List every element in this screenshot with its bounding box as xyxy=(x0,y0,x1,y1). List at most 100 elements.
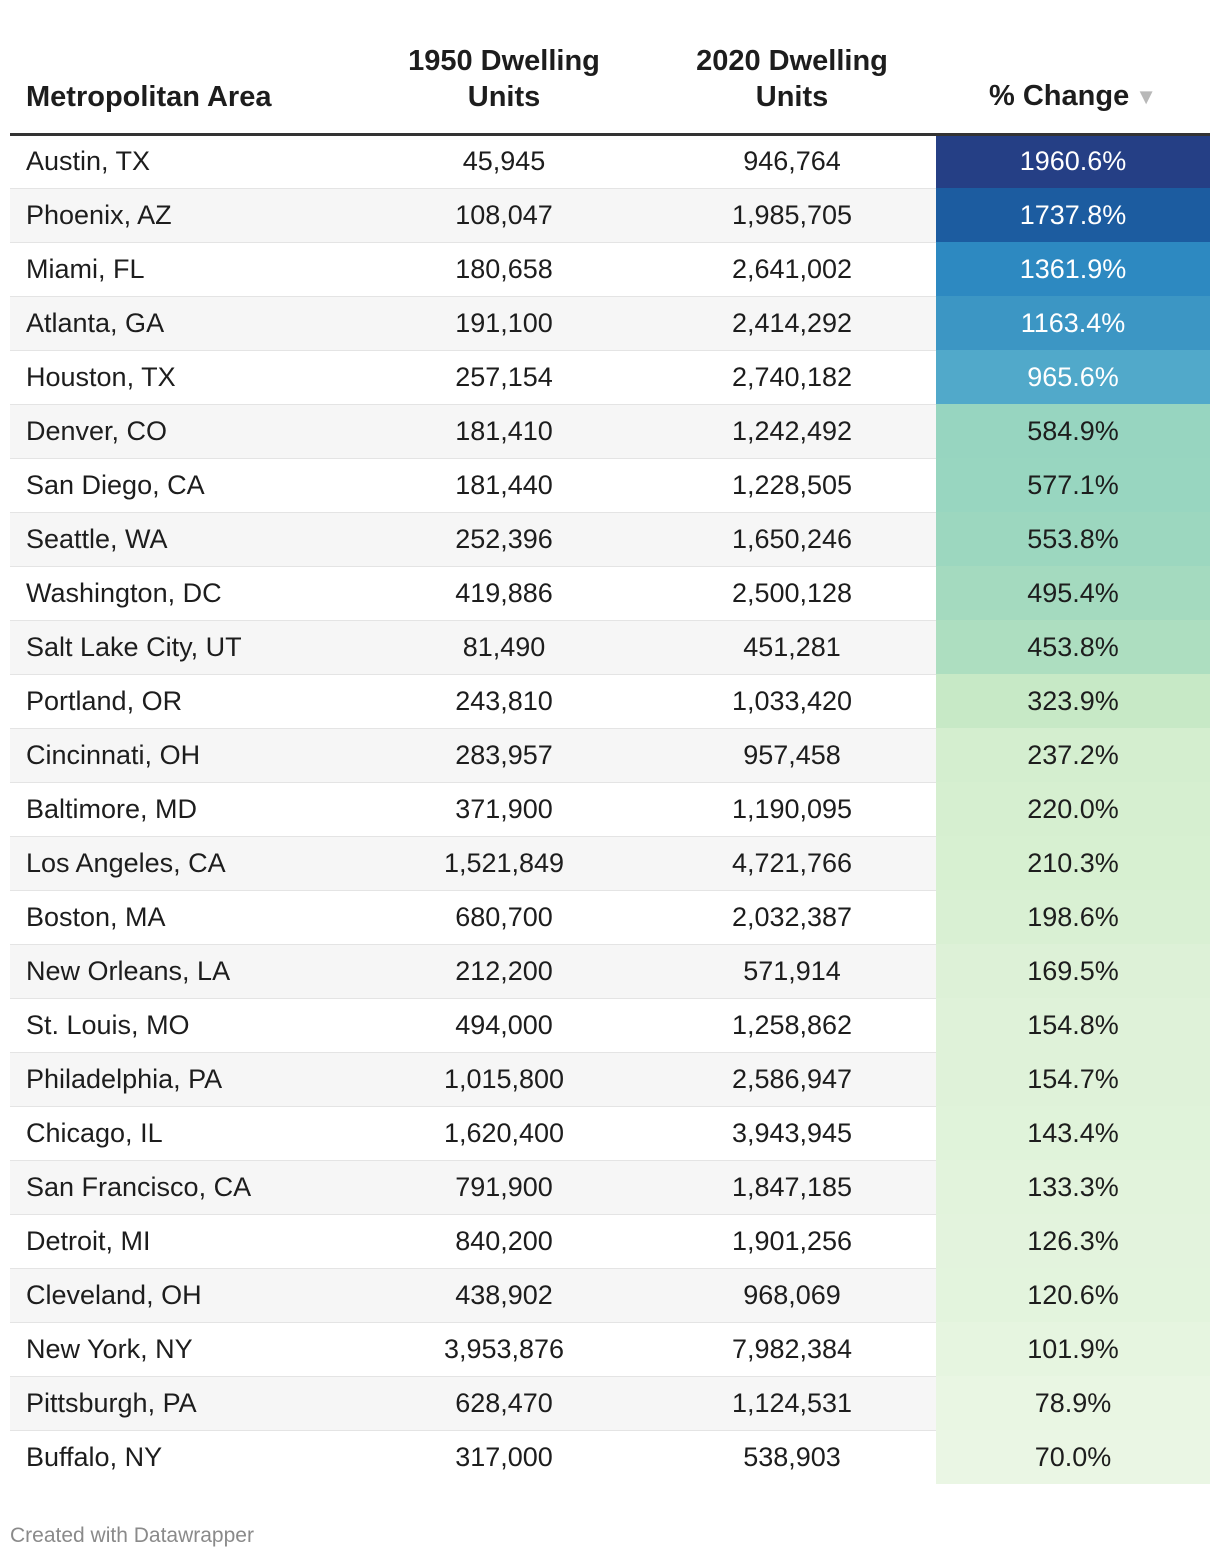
sort-descending-icon[interactable]: ▼ xyxy=(1135,83,1157,109)
cell-percent-change: 78.9% xyxy=(936,1376,1210,1430)
cell-percent-change: 1737.8% xyxy=(936,188,1210,242)
cell-metropolitan-area: Los Angeles, CA xyxy=(10,836,360,891)
cell-metropolitan-area: Cincinnati, OH xyxy=(10,728,360,783)
cell-percent-change: 198.6% xyxy=(936,890,1210,944)
cell-1950-units: 3,953,876 xyxy=(360,1322,648,1377)
cell-2020-units: 968,069 xyxy=(648,1268,936,1323)
cell-2020-units: 2,414,292 xyxy=(648,296,936,351)
cell-metropolitan-area: Austin, TX xyxy=(10,134,360,189)
header-percent-change[interactable]: % Change ▼ xyxy=(936,0,1210,136)
cell-percent-change: 453.8% xyxy=(936,620,1210,674)
table-row: Cincinnati, OH 283,957 957,458 237.2% xyxy=(10,728,1210,783)
cell-metropolitan-area: Buffalo, NY xyxy=(26,1441,163,1472)
table-row: New Orleans, LA 212,200 571,914 169.5% xyxy=(10,944,1210,999)
table-row: Philadelphia, PA 1,015,800 2,586,947 154.7% xyxy=(10,1052,1210,1107)
cell-percent-change: 577.1% xyxy=(936,458,1210,512)
cell-2020-units: 2,586,947 xyxy=(648,1052,936,1107)
cell-1950-units: 191,100 xyxy=(360,296,648,351)
cell-metropolitan-area: Cleveland, OH xyxy=(10,1268,360,1323)
header-1950-label-line2: Units xyxy=(467,80,541,113)
cell-1950-units: 181,410 xyxy=(360,404,648,459)
cell-2020-units: 4,721,766 xyxy=(648,836,936,891)
cell-percent-change: 70.0% xyxy=(936,1430,1210,1484)
cell-metropolitan-area: Salt Lake City, UT xyxy=(10,620,360,675)
cell-1950-units: 840,200 xyxy=(360,1214,648,1269)
cell-2020-units: 1,242,492 xyxy=(648,404,936,459)
table-row: New York, NY 3,953,876 7,982,384 101.9% xyxy=(10,1322,1210,1377)
table-row: Salt Lake City, UT 81,490 451,281 453.8% xyxy=(10,620,1210,675)
cell-2020-units: 1,258,862 xyxy=(648,998,936,1053)
cell-2020-units: 1,228,505 xyxy=(648,458,936,513)
cell-metropolitan-area: Miami, FL xyxy=(10,242,360,297)
cell-metropolitan-area: Washington, DC xyxy=(10,566,360,621)
cell-metropolitan-area: Portland, OR xyxy=(10,674,360,729)
data-table: Metropolitan Area 1950 Dwelling Units 20… xyxy=(10,0,1210,1484)
table-row: Los Angeles, CA 1,521,849 4,721,766 210.3% xyxy=(10,836,1210,891)
table-row: Portland, OR 243,810 1,033,420 323.9% xyxy=(10,674,1210,729)
cell-2020-units: 1,124,531 xyxy=(648,1376,936,1431)
data-table-container: Metropolitan Area 1950 Dwelling Units 20… xyxy=(10,0,1210,1484)
table-row: Phoenix, AZ 108,047 1,985,705 1737.8% xyxy=(10,188,1210,243)
table-row: Austin, TX 45,945 946,764 1960.6% xyxy=(10,134,1210,189)
cell-1950-units: 283,957 xyxy=(360,728,648,783)
cell-metropolitan-area: Atlanta, GA xyxy=(10,296,360,351)
cell-metropolitan-area: San Francisco, CA xyxy=(10,1160,360,1215)
header-area-label: Metropolitan Area xyxy=(26,80,272,113)
cell-percent-change: 237.2% xyxy=(936,728,1210,782)
cell-metropolitan-area: Phoenix, AZ xyxy=(10,188,360,243)
cell-metropolitan-area: Houston, TX xyxy=(10,350,360,405)
cell-percent-change: 584.9% xyxy=(936,404,1210,458)
cell-percent-change: 120.6% xyxy=(936,1268,1210,1322)
header-2020-dwelling-units[interactable]: 2020 Dwelling Units xyxy=(648,0,936,136)
cell-percent-change: 101.9% xyxy=(936,1322,1210,1376)
cell-percent-change: 210.3% xyxy=(936,836,1210,890)
cell-2020-units: 2,032,387 xyxy=(648,890,936,945)
cell-percent-change: 323.9% xyxy=(936,674,1210,728)
table-row: Detroit, MI 840,200 1,901,256 126.3% xyxy=(10,1214,1210,1269)
table-row: Washington, DC 419,886 2,500,128 495.4% xyxy=(10,566,1210,621)
cell-percent-change: 154.8% xyxy=(936,998,1210,1052)
cell-1950-units: 1,521,849 xyxy=(360,836,648,891)
cell-2020-units: 571,914 xyxy=(648,944,936,999)
table-row: Houston, TX 257,154 2,740,182 965.6% xyxy=(10,350,1210,405)
cell-1950-units: 257,154 xyxy=(360,350,648,405)
header-1950-label-line1: 1950 Dwelling xyxy=(408,44,600,77)
cell-percent-change: 154.7% xyxy=(936,1052,1210,1106)
cell-percent-change: 220.0% xyxy=(936,782,1210,836)
cell-2020-units: 1,985,705 xyxy=(648,188,936,243)
cell-2020-units: 3,943,945 xyxy=(648,1106,936,1161)
cell-percent-change: 495.4% xyxy=(936,566,1210,620)
cell-percent-change: 1163.4% xyxy=(936,296,1210,350)
cell-2020-units: 1,190,095 xyxy=(648,782,936,837)
cell-metropolitan-area: St. Louis, MO xyxy=(10,998,360,1053)
header-change-label: % Change xyxy=(989,79,1130,112)
cell-metropolitan-area: Pittsburgh, PA xyxy=(10,1376,360,1431)
cell-percent-change: 1960.6% xyxy=(936,134,1210,188)
table-row: Buffalo, NY 317,000 538,903 70.0% xyxy=(10,1430,1210,1484)
table-row: Atlanta, GA 191,100 2,414,292 1163.4% xyxy=(10,296,1210,351)
table-row: Pittsburgh, PA 628,470 1,124,531 78.9% xyxy=(10,1376,1210,1431)
cell-1950-units: 494,000 xyxy=(360,998,648,1053)
cell-1950-units: 45,945 xyxy=(360,134,648,189)
header-1950-dwelling-units[interactable]: 1950 Dwelling Units xyxy=(360,0,648,136)
header-metropolitan-area[interactable]: Metropolitan Area xyxy=(10,0,360,136)
cell-2020-units: 1,650,246 xyxy=(648,512,936,567)
cell-metropolitan-area: Chicago, IL xyxy=(10,1106,360,1161)
table-row: Chicago, IL 1,620,400 3,943,945 143.4% xyxy=(10,1106,1210,1161)
cell-1950-units: 628,470 xyxy=(360,1376,648,1431)
cell-percent-change: 169.5% xyxy=(936,944,1210,998)
cell-2020-units: 538,903 xyxy=(743,1441,841,1472)
table-row: Cleveland, OH 438,902 968,069 120.6% xyxy=(10,1268,1210,1323)
cell-1950-units: 108,047 xyxy=(360,188,648,243)
cell-1950-units: 1,015,800 xyxy=(360,1052,648,1107)
cell-1950-units: 791,900 xyxy=(360,1160,648,1215)
cell-percent-change: 553.8% xyxy=(936,512,1210,566)
table-row: Seattle, WA 252,396 1,650,246 553.8% xyxy=(10,512,1210,567)
cell-1950-units: 81,490 xyxy=(360,620,648,675)
cell-metropolitan-area: New Orleans, LA xyxy=(10,944,360,999)
cell-2020-units: 2,500,128 xyxy=(648,566,936,621)
cell-metropolitan-area: Philadelphia, PA xyxy=(10,1052,360,1107)
cell-1950-units: 243,810 xyxy=(360,674,648,729)
cell-2020-units: 1,847,185 xyxy=(648,1160,936,1215)
cell-2020-units: 946,764 xyxy=(648,134,936,189)
